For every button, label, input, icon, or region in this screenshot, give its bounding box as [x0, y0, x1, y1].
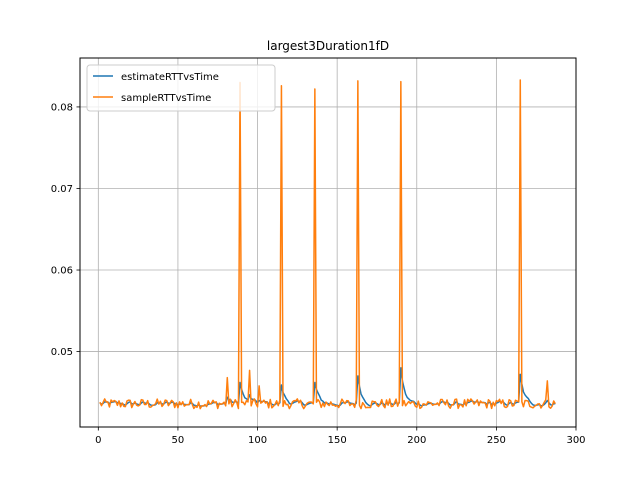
grid-lines	[80, 58, 577, 427]
y-tick-label-2: 0.07	[51, 184, 73, 195]
x-tick-label-150: 150	[328, 435, 347, 446]
legend-box	[86, 64, 276, 112]
chart-title: largest3Duration1fD	[267, 39, 389, 53]
plot-lines	[99, 79, 556, 410]
y-tick-label-1: 0.06	[51, 266, 73, 277]
x-axis-ticks: 0 50 100 150 200 250 300	[95, 427, 586, 446]
x-tick-label-50: 50	[172, 435, 185, 446]
legend: estimateRTTvsTime sampleRTTvsTime	[86, 64, 276, 112]
legend-label-estimate: estimateRTTvsTime	[121, 72, 219, 83]
x-tick-label-300: 300	[566, 435, 585, 446]
x-tick-label-250: 250	[487, 435, 506, 446]
legend-label-sample: sampleRTTvsTime	[121, 93, 211, 104]
x-tick-label-100: 100	[248, 435, 267, 446]
y-axis-ticks: 0.05 0.06 0.07 0.08	[51, 102, 80, 358]
plot-frame	[79, 57, 577, 428]
y-tick-label-3: 0.08	[51, 102, 73, 113]
y-tick-label-0: 0.05	[51, 347, 73, 358]
x-tick-label-200: 200	[407, 435, 426, 446]
x-tick-label-0: 0	[95, 435, 101, 446]
series-line-sample	[99, 79, 556, 410]
